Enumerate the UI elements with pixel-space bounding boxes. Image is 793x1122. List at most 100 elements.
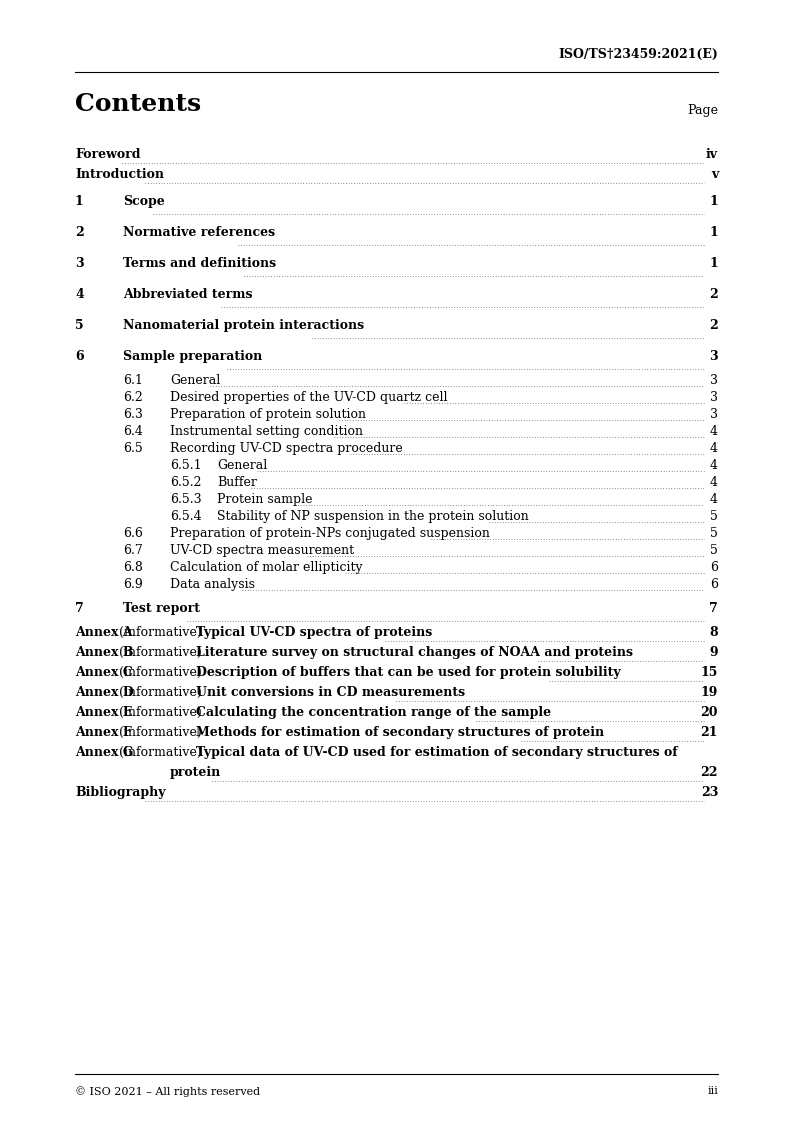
Text: 4: 4 xyxy=(710,442,718,456)
Text: Page: Page xyxy=(687,104,718,117)
Text: 6.6: 6.6 xyxy=(123,527,143,540)
Text: Instrumental setting condition: Instrumental setting condition xyxy=(170,425,363,438)
Text: (informative): (informative) xyxy=(115,626,205,640)
Text: Contents: Contents xyxy=(75,92,201,116)
Text: Methods for estimation of secondary structures of protein: Methods for estimation of secondary stru… xyxy=(196,726,603,739)
Text: 3: 3 xyxy=(710,408,718,421)
Text: (informative): (informative) xyxy=(115,686,205,699)
Text: Stability of NP suspension in the protein solution: Stability of NP suspension in the protei… xyxy=(217,511,529,523)
Text: 4: 4 xyxy=(710,476,718,489)
Text: 6: 6 xyxy=(710,561,718,574)
Text: Buffer: Buffer xyxy=(217,476,257,489)
Text: 1: 1 xyxy=(709,195,718,208)
Text: 4: 4 xyxy=(710,425,718,438)
Text: Annex E: Annex E xyxy=(75,706,132,719)
Text: 7: 7 xyxy=(75,603,84,615)
Text: 6.9: 6.9 xyxy=(123,578,143,591)
Text: © ISO 2021 – All rights reserved: © ISO 2021 – All rights reserved xyxy=(75,1086,260,1097)
Text: Desired properties of the UV-CD quartz cell: Desired properties of the UV-CD quartz c… xyxy=(170,390,447,404)
Text: 3: 3 xyxy=(710,390,718,404)
Text: Test report: Test report xyxy=(123,603,200,615)
Text: Annex G: Annex G xyxy=(75,746,133,758)
Text: Preparation of protein-NPs conjugated suspension: Preparation of protein-NPs conjugated su… xyxy=(170,527,490,540)
Text: Preparation of protein solution: Preparation of protein solution xyxy=(170,408,366,421)
Text: 6.5: 6.5 xyxy=(123,442,143,456)
Text: 2: 2 xyxy=(709,288,718,301)
Text: 9: 9 xyxy=(710,646,718,659)
Text: Unit conversions in CD measurements: Unit conversions in CD measurements xyxy=(196,686,465,699)
Text: iv: iv xyxy=(706,148,718,160)
Text: 6.7: 6.7 xyxy=(123,544,143,557)
Text: 5: 5 xyxy=(710,511,718,523)
Text: 6.3: 6.3 xyxy=(123,408,143,421)
Text: UV-CD spectra measurement: UV-CD spectra measurement xyxy=(170,544,354,557)
Text: Abbreviated terms: Abbreviated terms xyxy=(123,288,252,301)
Text: 3: 3 xyxy=(75,257,83,270)
Text: 4: 4 xyxy=(710,493,718,506)
Text: 4: 4 xyxy=(75,288,84,301)
Text: 8: 8 xyxy=(710,626,718,640)
Text: 6.4: 6.4 xyxy=(123,425,143,438)
Text: Typical data of UV-CD used for estimation of secondary structures of: Typical data of UV-CD used for estimatio… xyxy=(196,746,677,758)
Text: 23: 23 xyxy=(701,787,718,799)
Text: Literature survey on structural changes of NOAA and proteins: Literature survey on structural changes … xyxy=(196,646,633,659)
Text: 7: 7 xyxy=(709,603,718,615)
Text: 6: 6 xyxy=(710,578,718,591)
Text: 2: 2 xyxy=(709,319,718,332)
Text: General: General xyxy=(217,459,267,472)
Text: 5: 5 xyxy=(710,544,718,557)
Text: 4: 4 xyxy=(710,459,718,472)
Text: General: General xyxy=(170,374,220,387)
Text: Normative references: Normative references xyxy=(123,226,275,239)
Text: v: v xyxy=(711,168,718,181)
Text: protein: protein xyxy=(170,766,221,779)
Text: (informative): (informative) xyxy=(115,666,205,679)
Text: 6.1: 6.1 xyxy=(123,374,143,387)
Text: 5: 5 xyxy=(75,319,83,332)
Text: Annex D: Annex D xyxy=(75,686,134,699)
Text: 3: 3 xyxy=(710,374,718,387)
Text: 19: 19 xyxy=(701,686,718,699)
Text: 1: 1 xyxy=(709,257,718,270)
Text: 1: 1 xyxy=(75,195,84,208)
Text: 21: 21 xyxy=(700,726,718,739)
Text: 6.8: 6.8 xyxy=(123,561,143,574)
Text: (informative): (informative) xyxy=(115,746,205,758)
Text: 20: 20 xyxy=(700,706,718,719)
Text: Bibliography: Bibliography xyxy=(75,787,166,799)
Text: Annex F: Annex F xyxy=(75,726,132,739)
Text: Data analysis: Data analysis xyxy=(170,578,255,591)
Text: Sample preparation: Sample preparation xyxy=(123,350,262,364)
Text: 6.5.4: 6.5.4 xyxy=(170,511,201,523)
Text: 15: 15 xyxy=(701,666,718,679)
Text: 6.5.3: 6.5.3 xyxy=(170,493,201,506)
Text: (informative): (informative) xyxy=(115,646,205,659)
Text: Calculation of molar ellipticity: Calculation of molar ellipticity xyxy=(170,561,362,574)
Text: Nanomaterial protein interactions: Nanomaterial protein interactions xyxy=(123,319,364,332)
Text: (informative): (informative) xyxy=(115,706,205,719)
Text: (informative): (informative) xyxy=(115,726,205,739)
Text: 2: 2 xyxy=(75,226,84,239)
Text: 1: 1 xyxy=(709,226,718,239)
Text: Typical UV-CD spectra of proteins: Typical UV-CD spectra of proteins xyxy=(196,626,432,640)
Text: 3: 3 xyxy=(710,350,718,364)
Text: Protein sample: Protein sample xyxy=(217,493,312,506)
Text: 5: 5 xyxy=(710,527,718,540)
Text: Annex A: Annex A xyxy=(75,626,132,640)
Text: Annex C: Annex C xyxy=(75,666,133,679)
Text: 6.5.2: 6.5.2 xyxy=(170,476,201,489)
Text: 22: 22 xyxy=(700,766,718,779)
Text: 6.5.1: 6.5.1 xyxy=(170,459,201,472)
Text: Foreword: Foreword xyxy=(75,148,140,160)
Text: Annex B: Annex B xyxy=(75,646,133,659)
Text: Terms and definitions: Terms and definitions xyxy=(123,257,276,270)
Text: iii: iii xyxy=(707,1086,718,1096)
Text: ISO/TS†23459:2021(E): ISO/TS†23459:2021(E) xyxy=(558,48,718,61)
Text: 6: 6 xyxy=(75,350,83,364)
Text: Description of buffers that can be used for protein solubility: Description of buffers that can be used … xyxy=(196,666,620,679)
Text: Scope: Scope xyxy=(123,195,165,208)
Text: Introduction: Introduction xyxy=(75,168,164,181)
Text: 6.2: 6.2 xyxy=(123,390,143,404)
Text: Recording UV-CD spectra procedure: Recording UV-CD spectra procedure xyxy=(170,442,403,456)
Text: Calculating the concentration range of the sample: Calculating the concentration range of t… xyxy=(196,706,551,719)
